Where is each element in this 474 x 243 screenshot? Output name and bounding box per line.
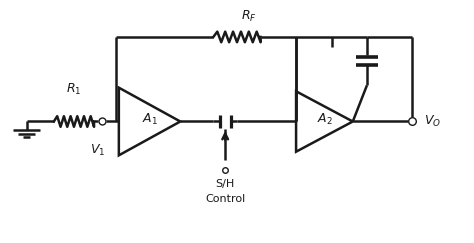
Text: $R_F$: $R_F$ xyxy=(241,9,257,24)
Text: $V_1$: $V_1$ xyxy=(90,143,105,158)
Text: $A_1$: $A_1$ xyxy=(142,112,157,127)
Text: S/H: S/H xyxy=(216,180,235,190)
Text: $A_2$: $A_2$ xyxy=(317,112,332,127)
Text: $V_O$: $V_O$ xyxy=(424,114,441,129)
Text: Control: Control xyxy=(205,194,246,204)
Text: $R_1$: $R_1$ xyxy=(66,82,82,97)
